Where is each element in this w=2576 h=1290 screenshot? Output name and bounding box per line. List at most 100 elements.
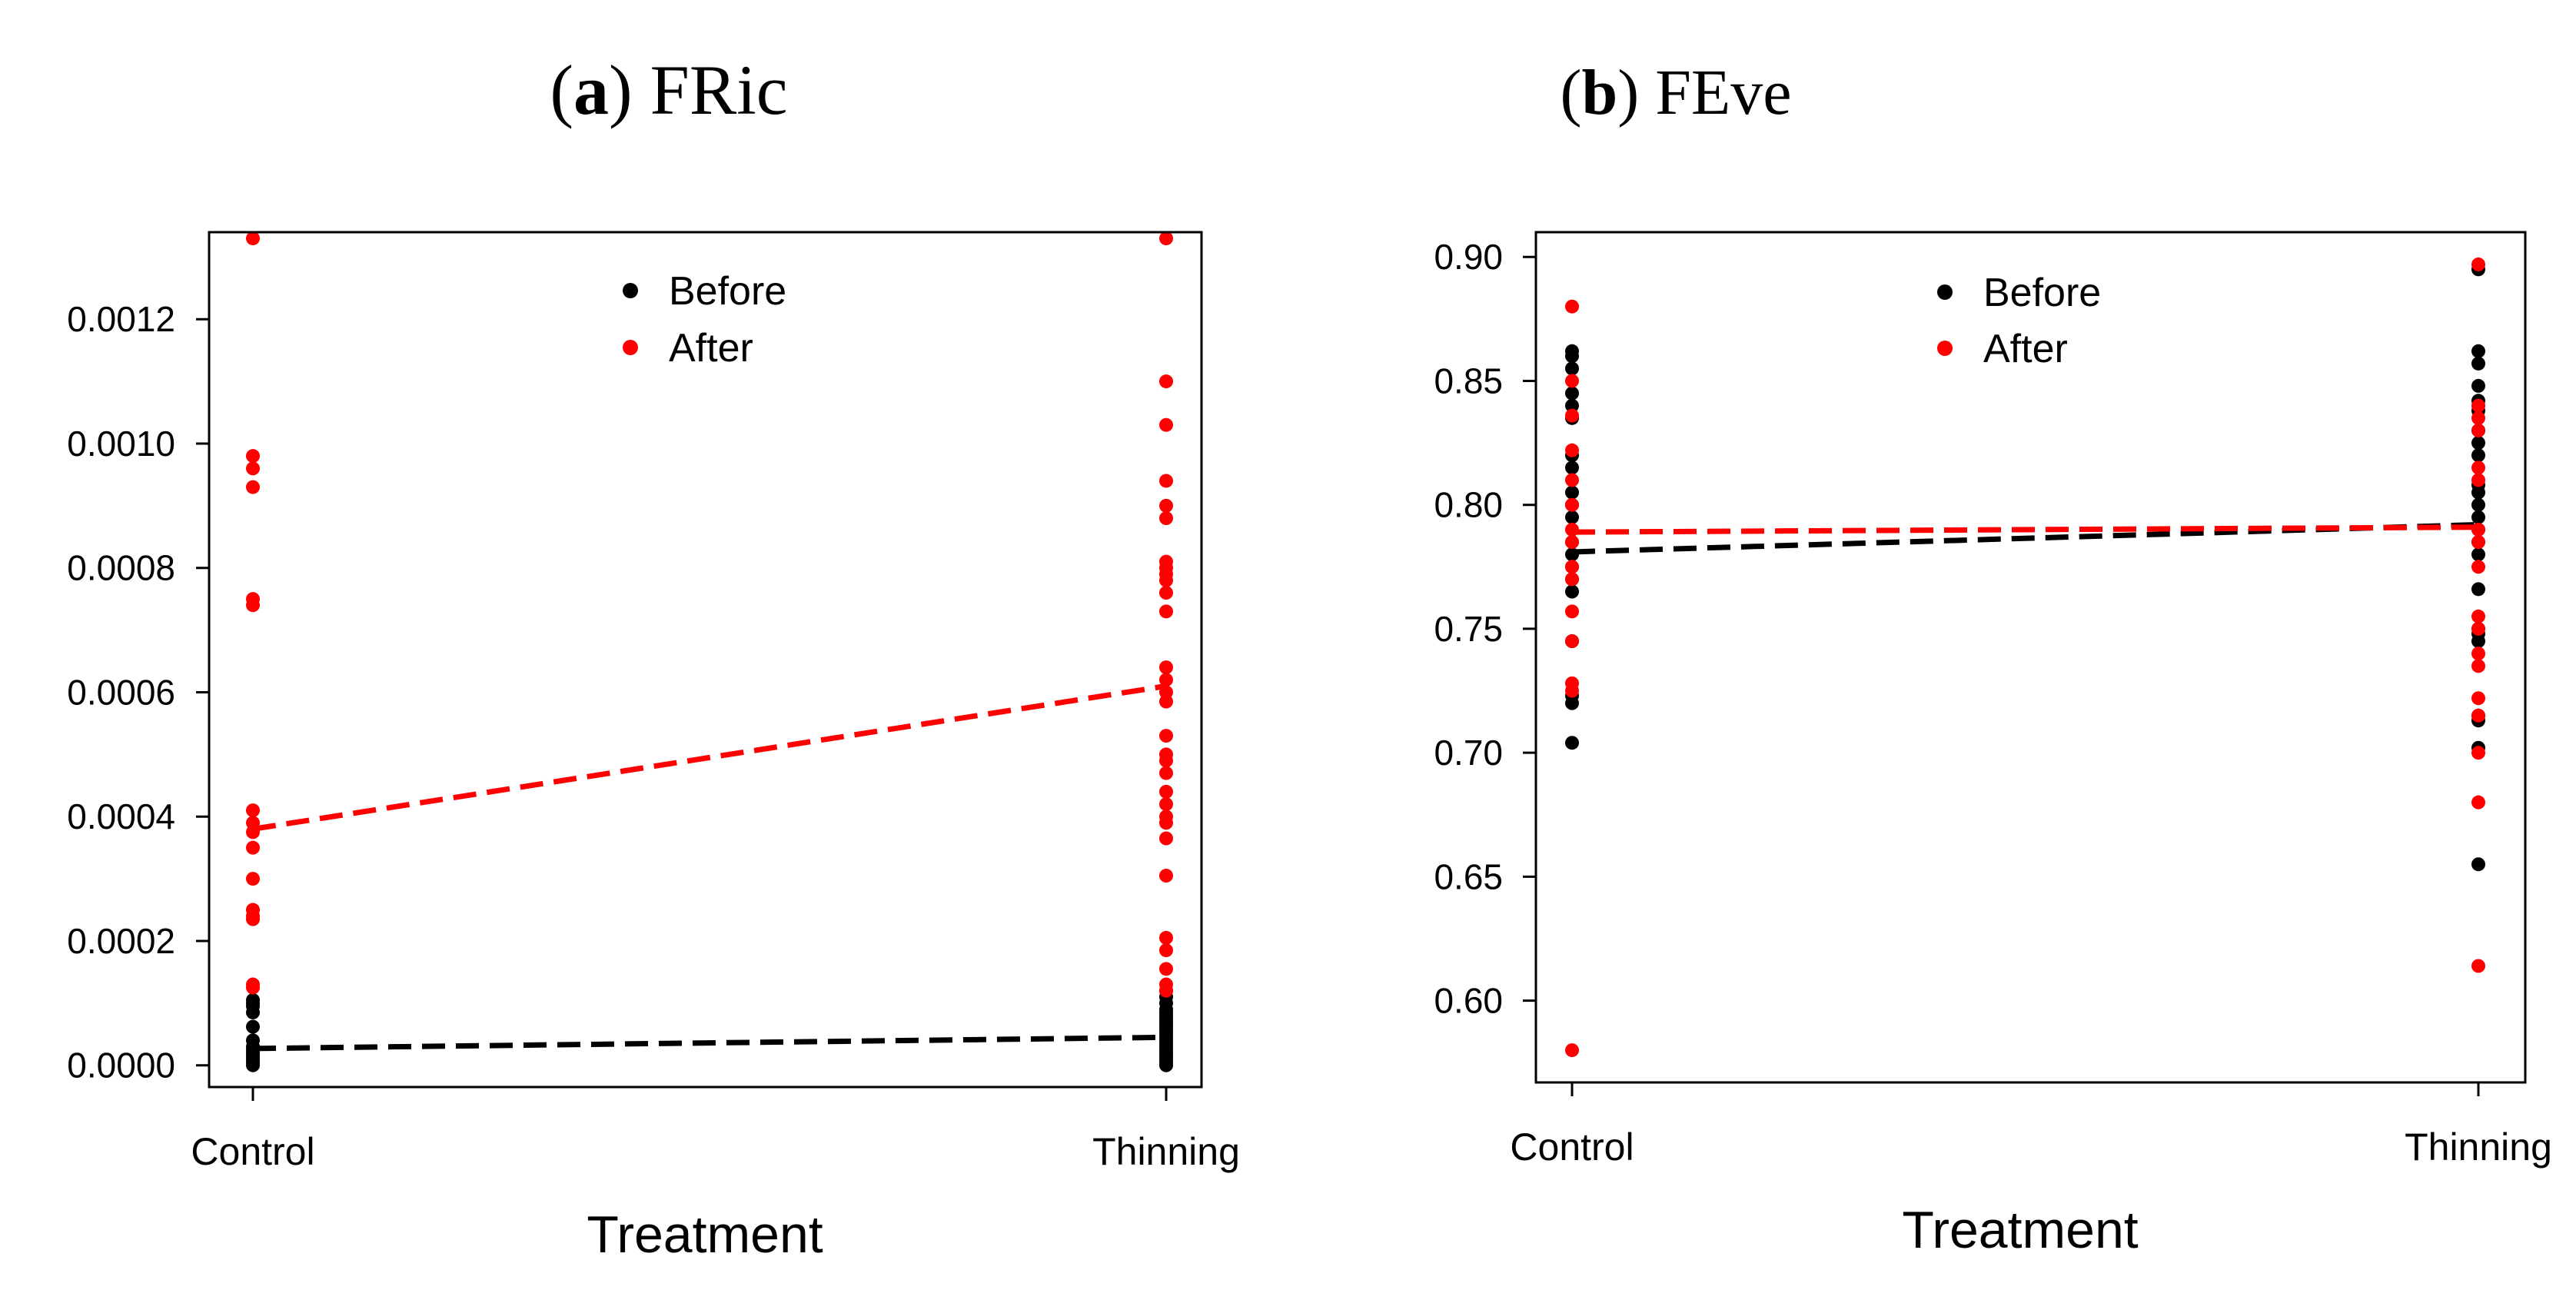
panel-b-point-after (2471, 647, 2485, 661)
panel-b-point-after (1565, 634, 1579, 649)
panel-a-point-after (1159, 573, 1173, 587)
panel-b-x-axis-label: Treatment (1902, 1201, 2138, 1259)
panel-a-point-after (246, 980, 260, 995)
panel-b-point-after (1565, 443, 1579, 457)
panel-a-point-after (1159, 869, 1173, 883)
panel-b-point-before (2471, 485, 2485, 500)
panel-a-point-after (1159, 231, 1173, 246)
panel-a-point-after (246, 461, 260, 476)
panel-a-y-tick-label: 0.0010 (67, 424, 175, 464)
panel-b-legend-marker-after (1937, 341, 1953, 356)
panel-a-point-before (246, 992, 260, 1007)
panel-b-point-after (1565, 299, 1579, 314)
panel-a-y-tick-label: 0.0002 (67, 921, 175, 961)
panel-b-point-before (1565, 349, 1579, 364)
panel-a-point-after (1159, 753, 1173, 768)
panel-b-point-after (2471, 621, 2485, 636)
panel-a-x-tick-label: Control (191, 1130, 314, 1173)
panel-b-x-tick-label: Control (1510, 1125, 1634, 1169)
panel-a-point-after (1159, 831, 1173, 846)
panel-a-point-after (1159, 498, 1173, 513)
panel-a-trend-line-after (252, 683, 1167, 832)
panel-b-point-after (2471, 522, 2485, 537)
panel-b-point-before (2471, 356, 2485, 371)
panel-b-point-before (1565, 460, 1579, 475)
panel-b-y-tick-label: 0.80 (1434, 485, 1503, 525)
panel-a-point-after (1159, 660, 1173, 675)
panel-a-x-axis-label: Treatment (587, 1205, 823, 1264)
panel-b-point-before (1565, 485, 1579, 500)
panel-a-legend-marker-before (623, 283, 638, 298)
panel-b-point-before (2471, 857, 2485, 872)
panel-b-point-after (2471, 535, 2485, 550)
panel-b-point-after (2471, 959, 2485, 973)
panel-b-point-before (1565, 386, 1579, 401)
panel-b-y-tick-label: 0.65 (1434, 856, 1503, 896)
panel-b-legend-label-after: After (1983, 327, 2068, 371)
panel-a-point-after (1159, 511, 1173, 526)
panel-b-y-tick-label: 0.70 (1434, 733, 1503, 773)
panel-b-y-tick-label: 0.85 (1434, 361, 1503, 401)
panel-a-point-after (1159, 816, 1173, 830)
panel-b-point-after (1565, 408, 1579, 423)
panel-a-point-after (246, 803, 260, 818)
panel-b-point-before (2471, 436, 2485, 451)
panel-a-point-after (1159, 943, 1173, 958)
panel-b-point-before (1565, 696, 1579, 710)
panel-b-point-after (2471, 659, 2485, 673)
panel-b-point-after (1565, 560, 1579, 574)
panel-b-point-after (2471, 795, 2485, 810)
panel-b-point-before (1565, 510, 1579, 524)
panel-b-y-tick-label: 0.75 (1434, 609, 1503, 649)
panel-b-point-before (2471, 448, 2485, 463)
panel-b-title: (b) FEve (1561, 57, 1792, 128)
panel-b-point-after (1565, 497, 1579, 512)
panel-b-point-after (1565, 572, 1579, 587)
panel-a-legend-label-after: After (669, 326, 753, 371)
panel-b-point-after (2471, 708, 2485, 723)
panel-a-x-tick-label: Thinning (1092, 1130, 1240, 1173)
panel-b-point-before (2471, 378, 2485, 393)
panel-b-point-after (1565, 1043, 1579, 1058)
panel-a-fric: (a) FRic 0.0000 0.0002 0.0004 0.0006 0.0008 0… (67, 51, 1240, 1264)
panel-b-y-tick-label: 0.90 (1434, 237, 1503, 277)
panel-b-plot-frame (1534, 231, 2527, 1084)
panel-a-point-after (1159, 417, 1173, 432)
panel-b-point-after (1565, 683, 1579, 698)
panel-a-point-after (1159, 673, 1173, 687)
panel-b-point-after (2471, 691, 2485, 706)
panel-b-point-before (1565, 584, 1579, 599)
panel-b-point-before (1565, 736, 1579, 750)
panel-a-y-tick-label: 0.0006 (67, 672, 175, 712)
panel-a-point-after (1159, 784, 1173, 799)
panel-b-point-after (2471, 423, 2485, 437)
panel-a-point-after (1159, 474, 1173, 488)
panel-b-point-after (2471, 473, 2485, 487)
panel-b-point-before (2471, 497, 2485, 512)
panel-a-legend-marker-after (623, 340, 638, 355)
panel-a-point-after (1159, 374, 1173, 389)
panel-b-point-after (2471, 398, 2485, 413)
panel-b-legend-label-before: Before (1983, 271, 2101, 315)
panel-a-point-after (1159, 586, 1173, 600)
panel-a-point-after (246, 872, 260, 886)
panel-b-point-after (2471, 609, 2485, 623)
panel-a-y-tick-label: 0.0008 (67, 548, 175, 588)
panel-b-point-before (2471, 582, 2485, 597)
panel-a-point-after (1159, 604, 1173, 619)
panel-b-point-after (2471, 460, 2485, 475)
panel-a-y-tick-label: 0.0000 (67, 1046, 175, 1086)
panel-b-x-tick-label: Thinning (2405, 1125, 2552, 1169)
panel-a-point-after (1159, 694, 1173, 709)
panel-b-point-after (1565, 374, 1579, 388)
panel-b-point-after (2471, 257, 2485, 271)
panel-a-y-tick-label: 0.0004 (67, 796, 175, 836)
panel-a-point-after (1159, 983, 1173, 998)
panel-a-point-before (246, 1019, 260, 1034)
panel-a-title: (a) FRic (550, 51, 787, 129)
panel-b-point-after (2471, 411, 2485, 425)
panel-a-trend-line-before (252, 1034, 1167, 1052)
panel-a-point-after (246, 840, 260, 855)
panel-a-point-after (1159, 930, 1173, 945)
panel-a-point-after (1159, 729, 1173, 743)
